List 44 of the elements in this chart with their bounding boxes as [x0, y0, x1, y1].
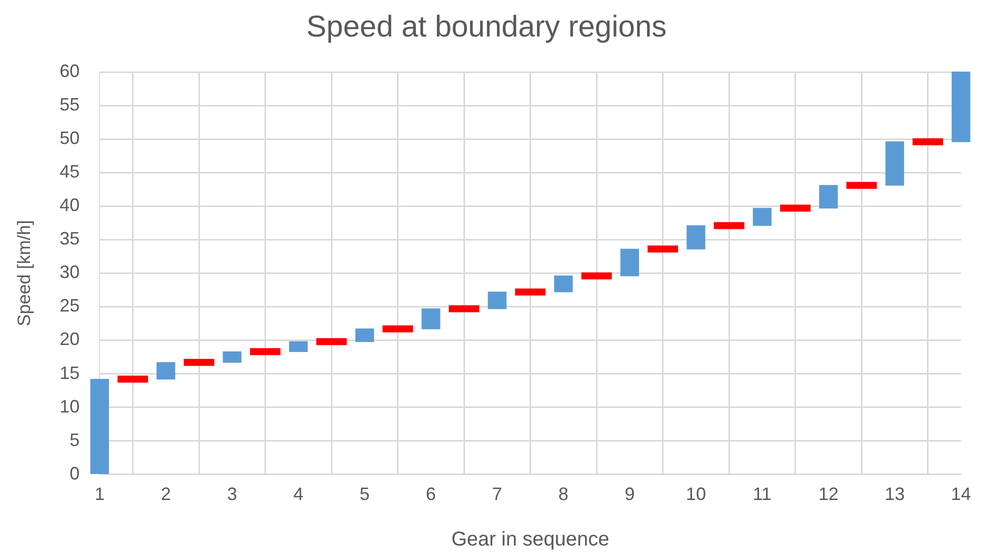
bar: [819, 185, 838, 208]
y-tick-label: 45: [60, 162, 80, 182]
x-tick-label: 2: [160, 484, 171, 504]
bar: [686, 225, 706, 250]
y-tick-label: 10: [60, 396, 80, 416]
x-tick-label: 8: [558, 484, 568, 504]
x-tick-label: 6: [426, 484, 436, 504]
x-tick-label: 1: [94, 484, 105, 504]
bar: [422, 308, 440, 330]
bar: [885, 141, 904, 186]
x-tick-label: 10: [686, 484, 706, 504]
y-tick-label: 50: [60, 128, 80, 148]
x-tick-label: 9: [624, 484, 635, 504]
y-tick-label: 0: [70, 463, 80, 484]
y-tick-label: 5: [70, 430, 80, 450]
x-tick-label: 13: [884, 484, 905, 504]
y-tick-label: 20: [60, 329, 80, 350]
x-tick-label: 5: [360, 484, 370, 504]
bar: [752, 208, 772, 226]
y-tick-label: 30: [60, 262, 80, 282]
y-tick-label: 25: [60, 296, 80, 316]
bar: [620, 248, 640, 276]
x-tick-label: 3: [227, 484, 238, 504]
y-axis-title: Speed [km/h]: [14, 220, 34, 326]
x-tick-label: 12: [818, 484, 838, 504]
y-tick-label: 15: [60, 362, 80, 383]
x-tick-label: 14: [950, 484, 972, 504]
y-tick-label: 35: [60, 228, 80, 249]
bar: [90, 378, 109, 474]
bar: [952, 72, 970, 142]
y-tick-label: 55: [60, 94, 80, 114]
bar: [355, 328, 374, 342]
bar: [488, 292, 507, 310]
x-tick-label: 7: [492, 484, 502, 504]
bar: [156, 362, 176, 380]
y-tick-label: 60: [60, 60, 80, 81]
bar: [289, 341, 308, 352]
bar: [554, 276, 573, 292]
y-tick-label: 40: [60, 195, 80, 216]
bar: [222, 351, 242, 363]
x-tick-label: 11: [752, 484, 772, 504]
chart-title: Speed at boundary regions: [306, 10, 667, 44]
x-tick-label: 4: [293, 484, 304, 504]
x-axis-title: Gear in sequence: [451, 528, 610, 551]
